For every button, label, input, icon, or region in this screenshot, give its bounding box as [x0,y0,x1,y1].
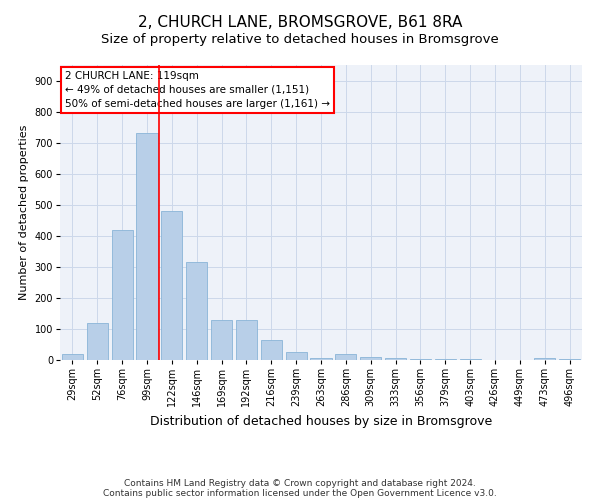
Text: 2 CHURCH LANE: 119sqm
← 49% of detached houses are smaller (1,151)
50% of semi-d: 2 CHURCH LANE: 119sqm ← 49% of detached … [65,71,330,109]
Bar [410,359,431,360]
Bar [310,358,332,360]
Bar [360,357,381,360]
Text: Size of property relative to detached houses in Bromsgrove: Size of property relative to detached ho… [101,32,499,46]
Bar [112,230,133,360]
Bar [87,322,108,360]
Bar [211,320,232,360]
Bar [236,320,257,360]
Bar [261,340,282,360]
Bar [136,134,158,360]
Bar [435,359,456,360]
X-axis label: Distribution of detached houses by size in Bromsgrove: Distribution of detached houses by size … [150,414,492,428]
Text: 2, CHURCH LANE, BROMSGROVE, B61 8RA: 2, CHURCH LANE, BROMSGROVE, B61 8RA [138,15,462,30]
Bar [534,358,555,360]
Y-axis label: Number of detached properties: Number of detached properties [19,125,29,300]
Bar [286,352,307,360]
Text: Contains HM Land Registry data © Crown copyright and database right 2024.: Contains HM Land Registry data © Crown c… [124,478,476,488]
Bar [335,354,356,360]
Bar [161,211,182,360]
Bar [62,354,83,360]
Bar [385,358,406,360]
Bar [186,262,207,360]
Text: Contains public sector information licensed under the Open Government Licence v3: Contains public sector information licen… [103,488,497,498]
